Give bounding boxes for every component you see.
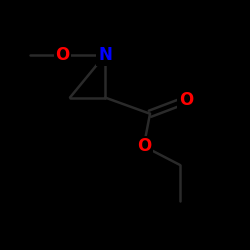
Text: O: O: [179, 91, 194, 109]
Text: O: O: [56, 46, 70, 64]
Text: O: O: [136, 137, 151, 155]
Text: N: N: [98, 46, 112, 64]
